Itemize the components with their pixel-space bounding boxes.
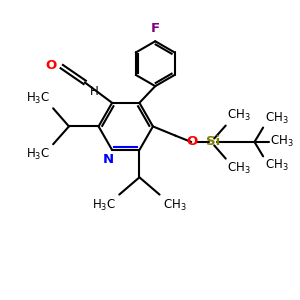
Text: CH$_3$: CH$_3$ [265, 158, 288, 173]
Text: H$_3$C: H$_3$C [26, 91, 50, 106]
Text: CH$_3$: CH$_3$ [270, 134, 294, 149]
Text: O: O [186, 135, 197, 148]
Text: F: F [151, 22, 160, 35]
Text: CH$_3$: CH$_3$ [163, 197, 187, 213]
Text: N: N [103, 154, 114, 166]
Text: CH$_3$: CH$_3$ [227, 108, 251, 123]
Text: H$_3$C: H$_3$C [26, 146, 50, 162]
Text: O: O [45, 58, 57, 72]
Text: H: H [90, 85, 99, 98]
Text: H$_3$C: H$_3$C [92, 197, 116, 213]
Text: CH$_3$: CH$_3$ [265, 111, 288, 126]
Text: Si: Si [206, 135, 220, 148]
Text: CH$_3$: CH$_3$ [227, 161, 251, 176]
